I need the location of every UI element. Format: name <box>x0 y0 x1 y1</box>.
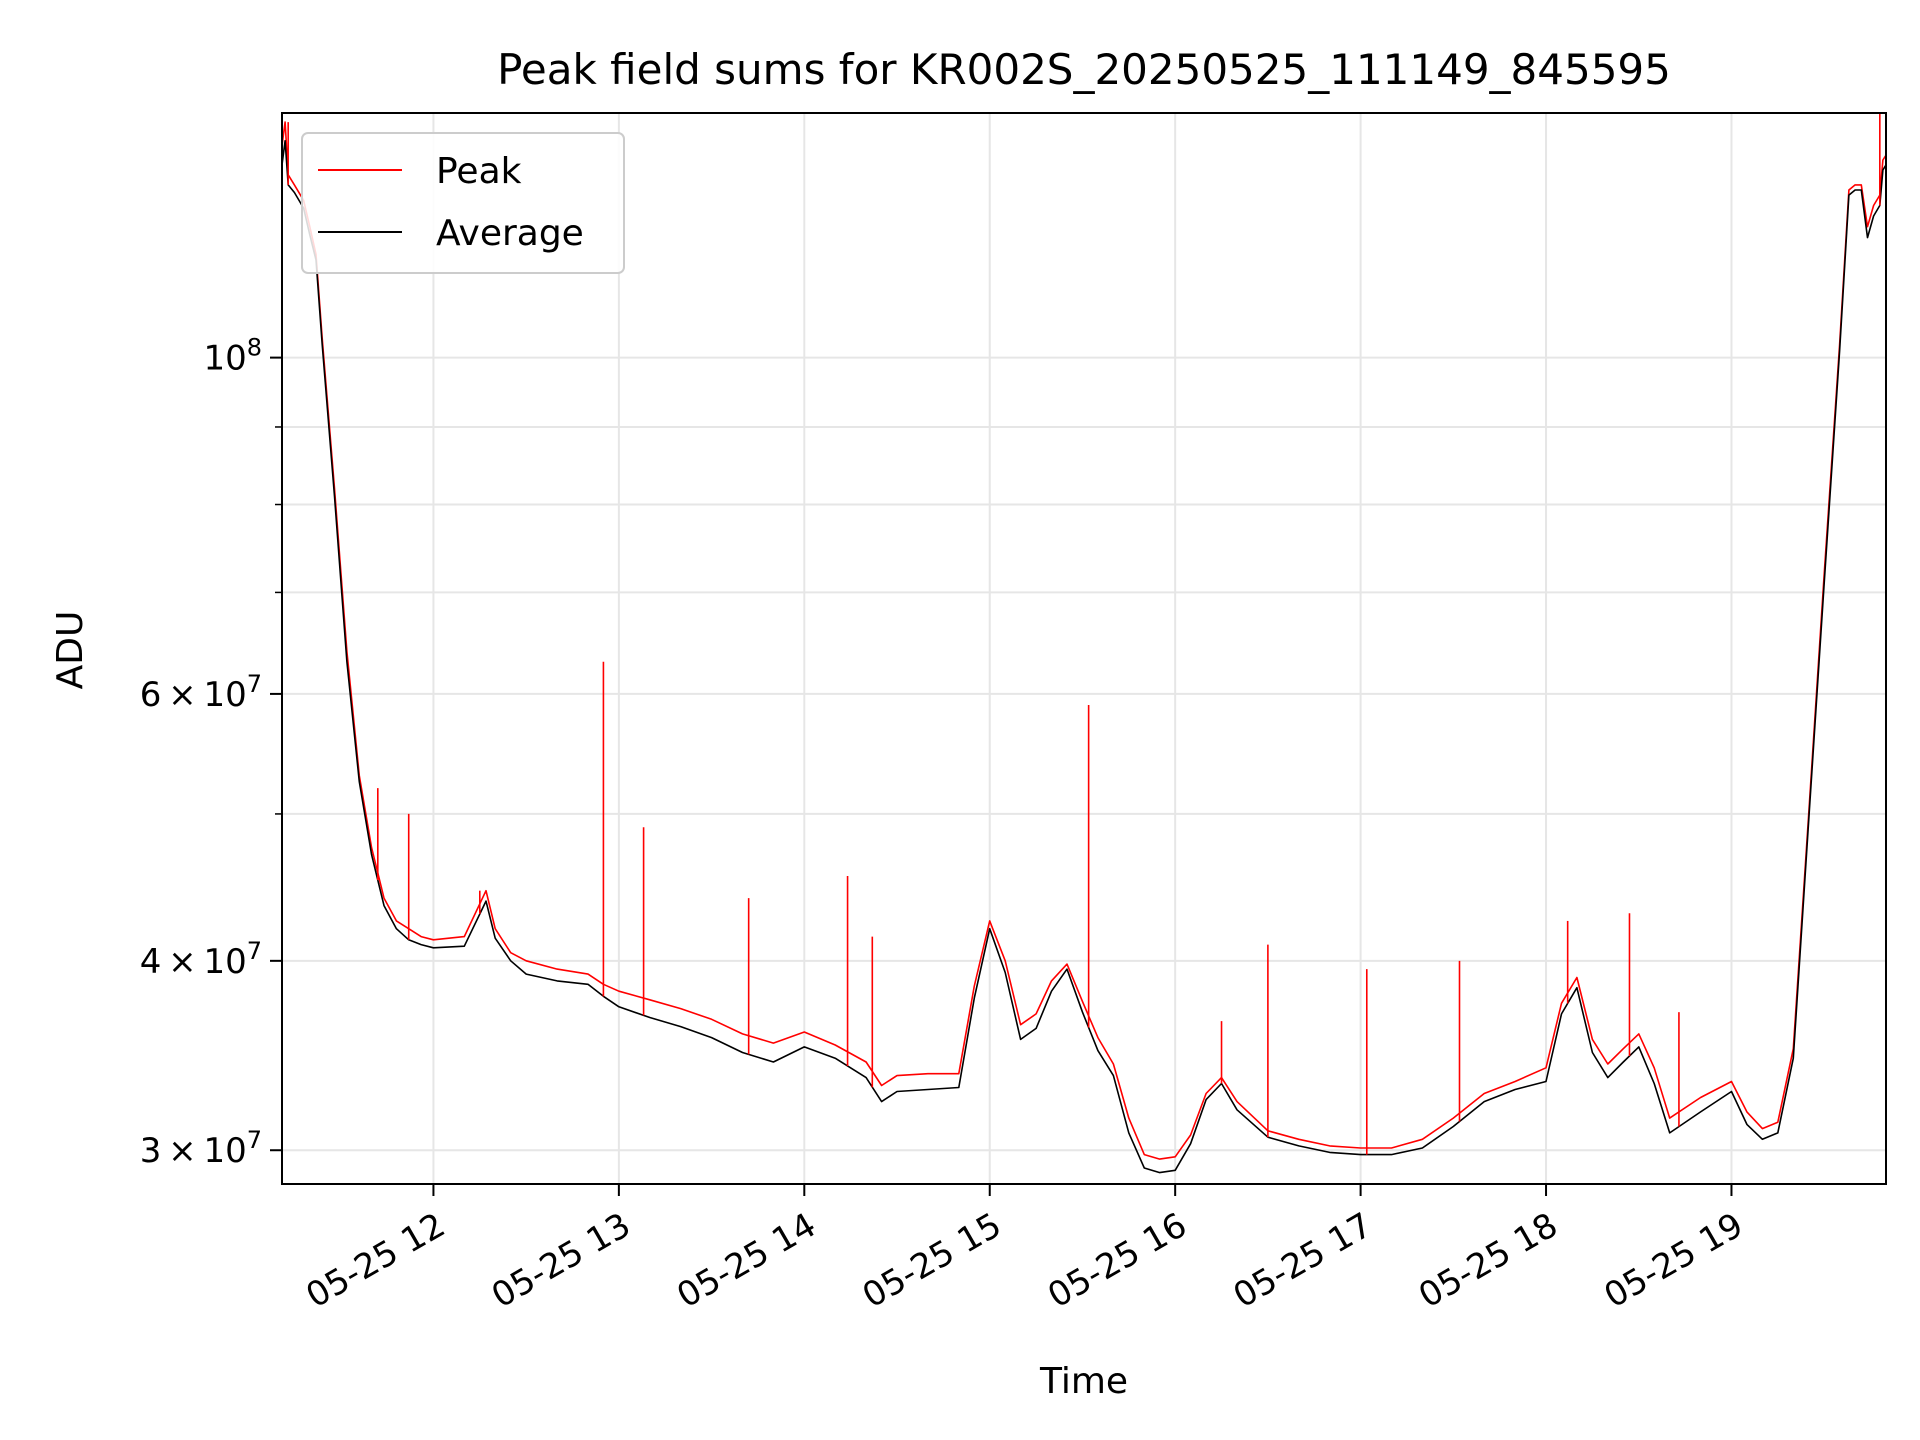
y-tick-label: 4 × 107 <box>140 937 262 982</box>
series-line-peak <box>281 121 1887 1160</box>
legend-label-average: Average <box>436 213 584 254</box>
y-tick-label: 6 × 107 <box>140 670 262 715</box>
grid <box>282 113 1886 1184</box>
legend-box <box>301 132 625 274</box>
y-tick-label: 108 <box>203 334 262 379</box>
plot-frame <box>281 112 1887 1185</box>
chart-title: Peak field sums for KR002S_20250525_1111… <box>497 45 1671 94</box>
legend: Peak Average <box>301 132 625 274</box>
x-axis-label: Time <box>1039 1361 1128 1402</box>
series-line-average <box>281 140 1887 1174</box>
y-axis-label: ADU <box>50 611 91 690</box>
plot-area <box>281 113 1887 1174</box>
y-axis: 108 6 × 107 4 × 107 3 × 107 <box>140 334 282 1171</box>
y-tick-label: 3 × 107 <box>140 1126 262 1171</box>
legend-label-peak: Peak <box>436 151 522 192</box>
